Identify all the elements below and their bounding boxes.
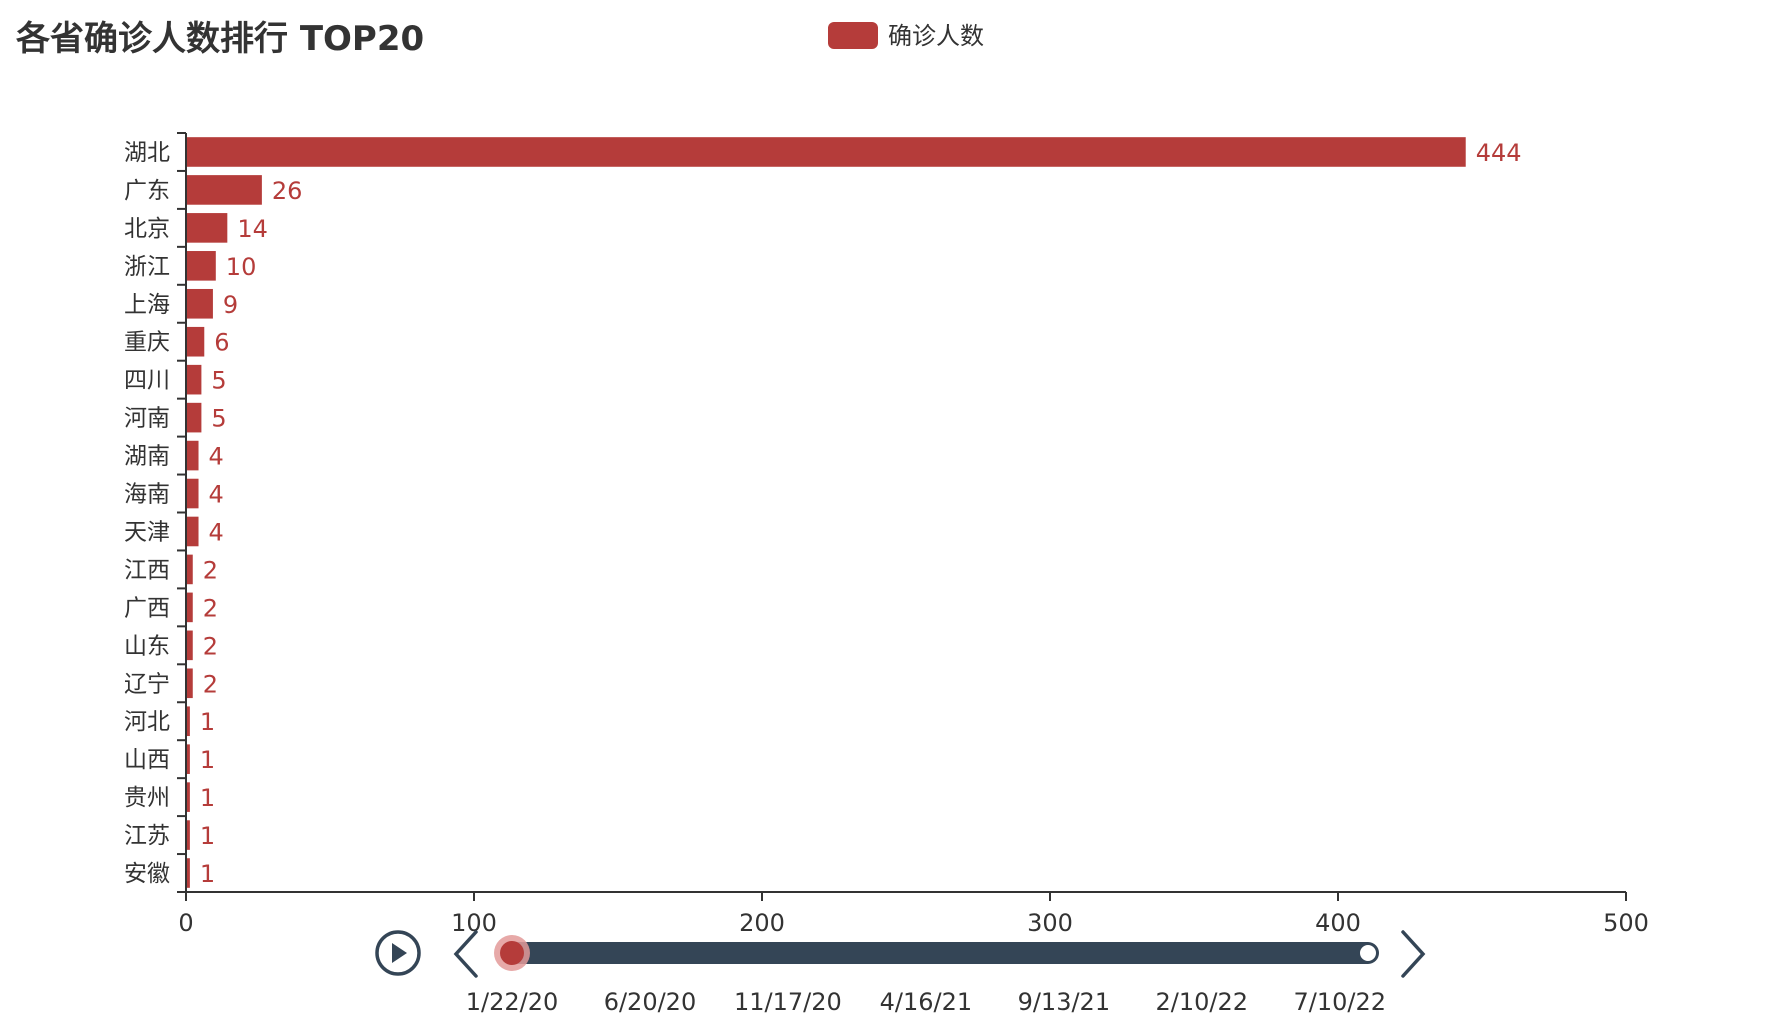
data-label: 4 <box>209 443 224 471</box>
data-label: 4 <box>209 481 224 509</box>
data-label: 6 <box>214 329 229 357</box>
data-label: 5 <box>211 367 226 395</box>
y-tick-label: 河北 <box>124 709 170 735</box>
timeline-label[interactable]: 9/13/21 <box>1018 988 1111 1016</box>
y-tick-label: 河南 <box>124 406 170 432</box>
legend[interactable]: 确诊人数 <box>828 22 984 50</box>
timeline-label[interactable]: 4/16/21 <box>880 988 973 1016</box>
bar[interactable] <box>187 326 205 357</box>
x-tick-label: 500 <box>1603 909 1649 937</box>
y-tick-label: 山西 <box>124 747 170 773</box>
bar[interactable] <box>187 820 190 850</box>
data-label: 1 <box>200 860 215 888</box>
play-button[interactable] <box>375 930 421 976</box>
data-label: 26 <box>272 177 303 205</box>
bar[interactable] <box>187 364 202 395</box>
bars: 湖北 444 广东 26 北京 14 浙江 10 上海 9 重庆 6 四川 5 河南 5 湖南 4 海南 4 天津 4 江西… <box>124 137 1522 888</box>
y-tick-label: 海南 <box>124 482 170 508</box>
y-tick-label: 广东 <box>124 178 170 204</box>
bar[interactable] <box>187 630 193 661</box>
bar[interactable] <box>187 213 228 243</box>
bar[interactable] <box>187 858 190 888</box>
play-icon-triangle[interactable] <box>392 943 407 963</box>
play-icon[interactable] <box>375 930 421 976</box>
bar[interactable] <box>187 592 193 623</box>
y-tick-label: 四川 <box>124 368 170 394</box>
bar[interactable] <box>187 175 262 205</box>
data-label: 10 <box>226 253 257 281</box>
data-label: 2 <box>203 670 218 698</box>
y-tick-label: 安徽 <box>124 861 170 887</box>
y-tick-label: 浙江 <box>124 254 170 280</box>
bar[interactable] <box>187 402 202 433</box>
data-label: 4 <box>209 518 224 546</box>
legend-label[interactable]: 确诊人数 <box>888 22 984 50</box>
bar[interactable] <box>187 288 213 319</box>
bar[interactable] <box>187 744 190 774</box>
chart-title: 各省确诊人数排行 TOP20 <box>16 19 424 59</box>
data-label: 5 <box>211 405 226 433</box>
x-tick-label: 400 <box>1315 909 1361 937</box>
bar[interactable] <box>187 706 190 737</box>
y-tick-label: 北京 <box>124 216 170 242</box>
bar[interactable] <box>187 251 216 281</box>
data-label: 9 <box>223 291 238 319</box>
bar[interactable] <box>187 554 193 585</box>
data-label: 2 <box>203 556 218 584</box>
y-tick-label: 天津 <box>124 519 170 545</box>
bar[interactable] <box>187 516 199 547</box>
timeline-labels: 1/22/20 6/20/20 11/17/20 4/16/21 9/13/21 2/10… <box>466 988 1386 1016</box>
y-tick-label: 贵州 <box>124 785 170 811</box>
timeline: 1/22/20 6/20/20 11/17/20 4/16/21 9/13/21 2/10… <box>375 930 1426 1016</box>
bar[interactable] <box>187 782 190 812</box>
y-tick-label: 重庆 <box>124 330 170 356</box>
data-label: 1 <box>200 708 215 736</box>
chevron-left-icon[interactable] <box>453 930 478 978</box>
y-tick-label: 湖北 <box>124 140 170 166</box>
y-tick-label: 山东 <box>124 633 170 659</box>
timeline-label[interactable]: 2/10/22 <box>1156 988 1249 1016</box>
timeline-handle[interactable] <box>500 941 524 965</box>
y-tick-label: 上海 <box>124 292 170 318</box>
bar[interactable] <box>187 440 199 471</box>
legend-swatch[interactable] <box>828 22 878 49</box>
data-label: 1 <box>200 784 215 812</box>
data-label: 1 <box>200 746 215 774</box>
y-tick-label: 湖南 <box>124 444 170 470</box>
timeline-label[interactable]: 11/17/20 <box>734 988 842 1016</box>
bar[interactable] <box>187 668 193 699</box>
data-label: 14 <box>237 215 268 243</box>
data-label: 2 <box>203 594 218 622</box>
timeline-end-marker[interactable] <box>1358 943 1378 963</box>
timeline-label[interactable]: 1/22/20 <box>466 988 559 1016</box>
timeline-label[interactable]: 6/20/20 <box>604 988 697 1016</box>
y-tick-label: 辽宁 <box>124 671 170 697</box>
data-label: 2 <box>203 632 218 660</box>
y-tick-label: 江西 <box>124 557 170 583</box>
x-tick-label: 200 <box>739 909 785 937</box>
data-label: 444 <box>1476 139 1522 167</box>
x-tick-label: 300 <box>1027 909 1073 937</box>
y-tick-label: 江苏 <box>124 823 170 849</box>
data-label: 1 <box>200 822 215 850</box>
chevron-right-icon[interactable] <box>1401 930 1426 978</box>
bar[interactable] <box>187 478 199 509</box>
y-tick-label: 广西 <box>124 595 170 621</box>
x-tick-label: 0 <box>178 909 193 937</box>
bar[interactable] <box>187 137 1466 167</box>
axes: 0 100 200 300 400 500 <box>177 132 1649 937</box>
timeline-label[interactable]: 7/10/22 <box>1293 988 1386 1016</box>
